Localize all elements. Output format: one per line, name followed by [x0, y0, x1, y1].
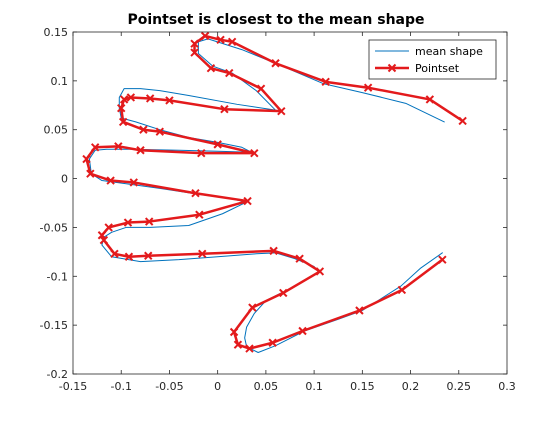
x-tick-label: -0.05 — [155, 380, 183, 393]
legend-marker-pointset — [387, 63, 397, 73]
point-marker — [123, 218, 133, 227]
point-marker — [118, 117, 128, 127]
point-marker — [233, 340, 243, 349]
point-marker — [315, 267, 325, 276]
series-line-pointset — [85, 34, 464, 350]
point-marker — [126, 93, 136, 102]
y-tick-label: -0.2 — [47, 368, 68, 381]
x-tick-label: 0.15 — [350, 380, 375, 393]
point-marker — [190, 39, 199, 48]
point-marker — [197, 148, 206, 158]
point-marker — [355, 306, 364, 315]
point-marker — [245, 344, 254, 353]
point-marker — [106, 176, 115, 185]
series-line-mean-shape — [88, 38, 445, 353]
point-marker — [248, 303, 257, 312]
y-tick-label: 0.1 — [51, 75, 69, 88]
legend-box — [368, 39, 497, 80]
point-marker — [191, 189, 200, 198]
y-tick-label: 0.15 — [44, 26, 69, 39]
point-marker — [104, 223, 113, 232]
point-marker — [144, 217, 154, 226]
series-layer — [82, 31, 467, 353]
point-marker — [321, 77, 330, 87]
point-marker — [225, 68, 234, 78]
point-marker — [139, 125, 148, 134]
point-marker — [458, 116, 467, 126]
ticks-layer: -0.15 -0.1 -0.05 0 0.05 0.1 0.15 0.2 0.25 0.3 -0.2… — [40, 26, 516, 393]
point-marker — [363, 83, 373, 92]
y-tick-label: -0.15 — [40, 319, 68, 332]
point-marker — [397, 285, 407, 295]
y-tick-label: -0.05 — [40, 221, 68, 234]
point-marker — [198, 249, 207, 259]
point-marker — [269, 246, 278, 256]
point-marker — [144, 251, 153, 260]
point-marker — [136, 146, 145, 155]
x-tick-label: 0.3 — [498, 380, 516, 393]
point-marker — [110, 249, 119, 259]
point-marker — [277, 106, 286, 116]
x-tick-label: -0.1 — [110, 380, 131, 393]
point-marker — [99, 235, 109, 245]
point-marker — [298, 326, 307, 336]
y-tick-label: -0.1 — [47, 270, 68, 283]
y-tick-label: 0 — [61, 173, 68, 186]
point-marker — [213, 140, 222, 149]
point-marker — [250, 148, 259, 158]
point-marker — [206, 63, 216, 73]
point-marker — [190, 48, 199, 57]
point-marker — [86, 169, 95, 178]
point-marker — [119, 95, 129, 104]
point-marker — [216, 35, 225, 45]
point-marker — [82, 154, 91, 164]
point-marker — [200, 31, 210, 41]
point-marker — [243, 196, 252, 206]
axes-box — [72, 31, 508, 375]
point-marker — [229, 327, 239, 337]
point-marker — [124, 252, 134, 261]
point-marker — [165, 96, 174, 105]
x-tick-label: 0.05 — [254, 380, 279, 393]
point-marker — [425, 95, 435, 104]
point-marker — [195, 210, 204, 219]
chart-title: Pointset is closest to the mean shape — [127, 12, 424, 28]
legend-label-pointset: Pointset — [415, 62, 460, 75]
legend[interactable]: mean shape Pointset — [368, 39, 497, 80]
legend-label-mean-shape: mean shape — [415, 45, 483, 58]
point-marker — [295, 254, 304, 263]
point-marker — [114, 142, 123, 151]
y-tick-label: 0.05 — [44, 124, 69, 137]
point-marker — [145, 94, 155, 103]
x-tick-label: 0 — [214, 380, 221, 393]
point-marker — [117, 104, 126, 113]
point-marker — [129, 178, 138, 187]
point-marker — [155, 127, 165, 136]
point-marker — [279, 288, 288, 298]
x-tick-label: 0.2 — [402, 380, 420, 393]
x-tick-label: 0.1 — [305, 380, 323, 393]
point-marker — [268, 338, 277, 347]
x-tick-label: 0.25 — [447, 380, 472, 393]
point-marker — [438, 255, 447, 264]
point-marker — [256, 84, 266, 93]
point-marker — [227, 37, 237, 46]
x-tick-label: -0.15 — [59, 380, 87, 393]
point-marker — [220, 104, 229, 114]
point-marker — [97, 231, 107, 240]
point-marker — [90, 143, 100, 152]
plot-area — [73, 32, 507, 374]
point-marker — [271, 59, 280, 68]
